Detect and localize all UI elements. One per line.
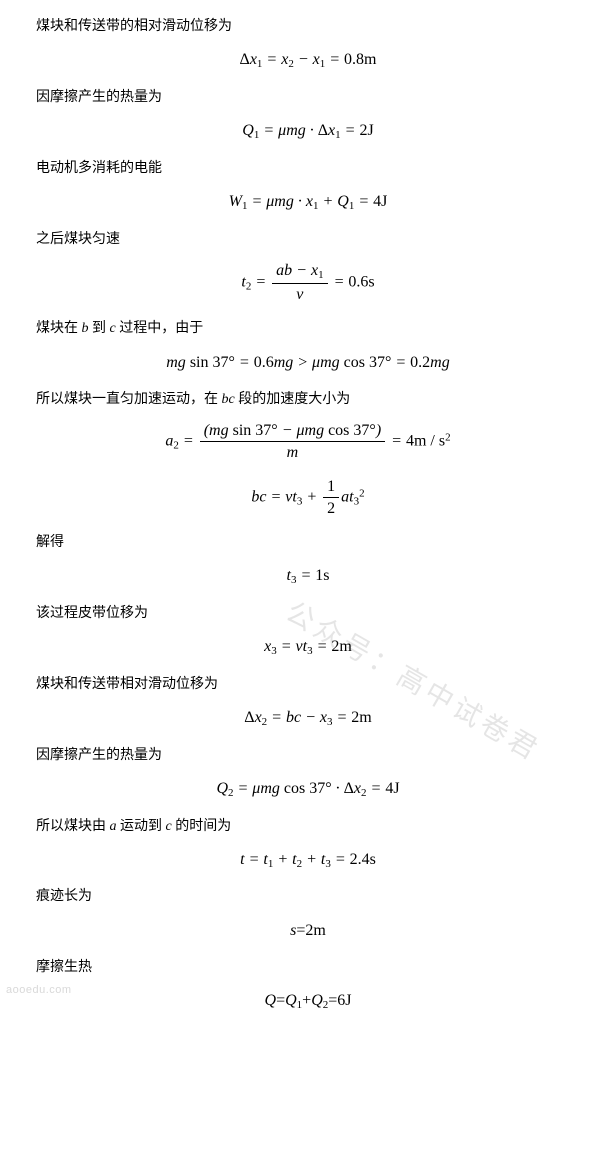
equation: Δx1 = x2 − x1 = 0.8m xyxy=(36,48,580,73)
text-span: 段的加速度大小为 xyxy=(235,392,351,407)
text-line: 解得 xyxy=(36,532,580,554)
equation: Δx2 = bc − x3 = 2m xyxy=(36,706,580,731)
text-line: 因摩擦产生的热量为 xyxy=(36,745,580,767)
document-body: 煤块和传送带的相对滑动位移为 Δx1 = x2 − x1 = 0.8m 因摩擦产… xyxy=(0,0,610,1048)
equation: Q1 = μmg · Δx1 = 2J xyxy=(36,119,580,144)
text-line: 所以煤块由 a 运动到 c 的时间为 xyxy=(36,816,580,838)
equation: t2 = ab − x1 v = 0.6s xyxy=(36,261,580,304)
text-line: 煤块和传送带的相对滑动位移为 xyxy=(36,16,580,38)
equation: a2 = (mg sin 37° − μmg cos 37°) m = 4m /… xyxy=(36,421,580,462)
math-var: b xyxy=(82,321,89,336)
math-var: bc xyxy=(222,392,235,407)
text-line: 因摩擦产生的热量为 xyxy=(36,87,580,109)
text-line: 痕迹长为 xyxy=(36,886,580,908)
text-span: 的时间为 xyxy=(172,819,232,834)
equation: Q2 = μmg cos 37° · Δx2 = 4J xyxy=(36,777,580,802)
text-line: 所以煤块一直匀加速运动，在 bc 段的加速度大小为 xyxy=(36,389,580,411)
equation: x3 = vt3 = 2m xyxy=(36,635,580,660)
text-line: 摩擦生热 xyxy=(36,957,580,979)
math-var: a xyxy=(110,819,117,834)
equation: s=2m xyxy=(36,919,580,943)
text-line: 电动机多消耗的电能 xyxy=(36,158,580,180)
text-span: 过程中，由于 xyxy=(116,321,204,336)
text-span: 所以煤块一直匀加速运动，在 xyxy=(36,392,222,407)
text-span: 煤块在 xyxy=(36,321,82,336)
equation: Q=Q1+Q2=6J xyxy=(36,989,580,1014)
equation: W1 = μmg · x1 + Q1 = 4J xyxy=(36,190,580,215)
equation: t = t1 + t2 + t3 = 2.4s xyxy=(36,848,580,873)
text-line: 煤块和传送带相对滑动位移为 xyxy=(36,674,580,696)
equation: bc = vt3 + 1 2 at32 xyxy=(36,477,580,518)
text-span: 所以煤块由 xyxy=(36,819,110,834)
text-line: 该过程皮带位移为 xyxy=(36,603,580,625)
text-span: 到 xyxy=(89,321,110,336)
text-line: 煤块在 b 到 c 过程中，由于 xyxy=(36,318,580,340)
equation: t3 = 1s xyxy=(36,564,580,589)
equation: mg sin 37° = 0.6mg > μmg cos 37° = 0.2mg xyxy=(36,351,580,375)
text-span: 运动到 xyxy=(117,819,166,834)
text-line: 之后煤块匀速 xyxy=(36,229,580,251)
